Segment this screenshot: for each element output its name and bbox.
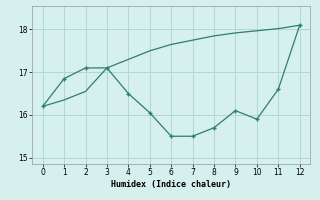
X-axis label: Humidex (Indice chaleur): Humidex (Indice chaleur) [111,180,231,189]
